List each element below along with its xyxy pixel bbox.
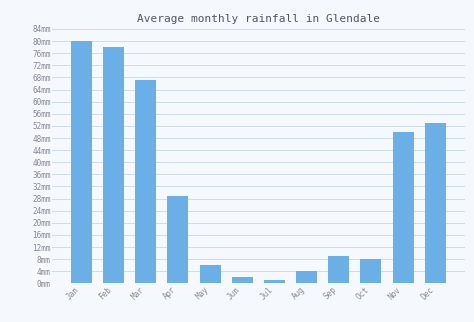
Bar [103, 47, 124, 283]
Bar [264, 280, 285, 283]
Bar [232, 277, 253, 283]
Bar [361, 259, 382, 283]
Bar [392, 132, 414, 283]
Bar [135, 80, 156, 283]
Title: Average monthly rainfall in Glendale: Average monthly rainfall in Glendale [137, 14, 380, 24]
Bar [167, 195, 188, 283]
Bar [71, 41, 92, 283]
Bar [328, 256, 349, 283]
Bar [425, 123, 446, 283]
Bar [200, 265, 220, 283]
Bar [296, 271, 317, 283]
